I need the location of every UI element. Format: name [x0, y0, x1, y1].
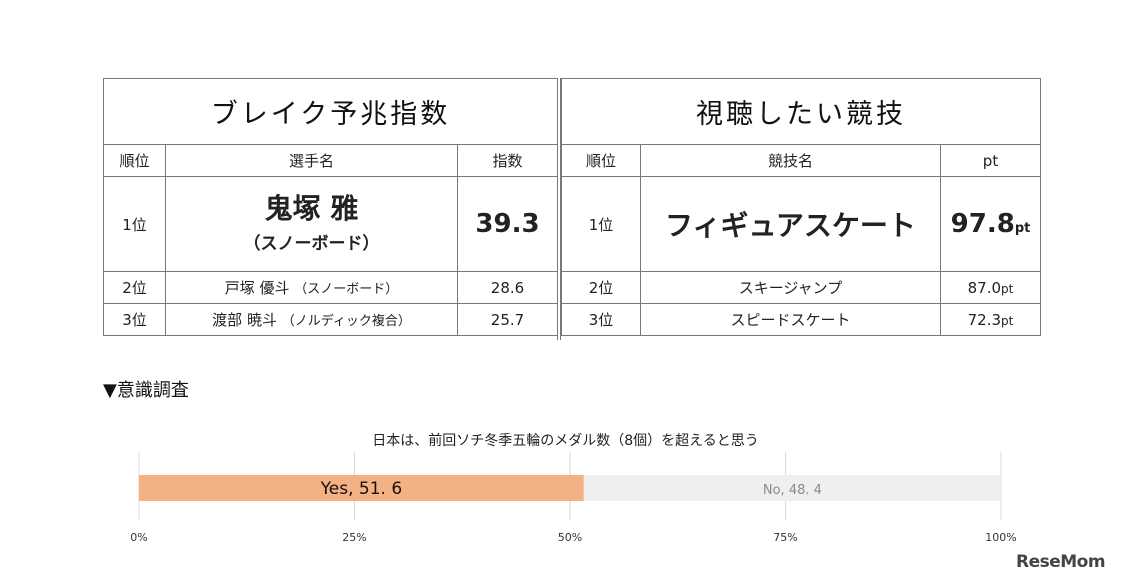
table-row: 1位 鬼塚 雅 （スノーボード） 39.3 — [103, 176, 558, 272]
tick-label: 75% — [773, 531, 797, 544]
header-rank: 順位 — [103, 144, 166, 177]
events-to-watch-title: 視聴したい競技 — [560, 78, 1042, 145]
pt-unit: pt — [1014, 221, 1031, 236]
event-cell: フィギュアスケート — [640, 176, 941, 272]
table-row: 3位 スピードスケート 72.3pt — [561, 303, 1042, 336]
tick-label: 0% — [130, 531, 147, 544]
rank-cell: 1位 — [561, 176, 641, 272]
table-row: 1位 フィギュアスケート 97.8pt — [561, 176, 1042, 272]
data-label-yes: Yes, 51. 6 — [320, 479, 403, 499]
rank-cell: 3位 — [561, 303, 641, 336]
chart-title: 日本は、前回ソチ冬季五輪のメダル数（8個）を超えると思う — [372, 433, 759, 449]
tick-label: 50% — [558, 531, 582, 544]
athlete-cell: 鬼塚 雅 （スノーボード） — [165, 176, 458, 272]
table-divider — [557, 78, 561, 340]
bar-segment-no — [583, 475, 1001, 501]
index-value: 25.7 — [457, 303, 558, 336]
pt-value: 72.3 — [967, 310, 1002, 329]
athlete-name: 戸塚 優斗 — [224, 279, 290, 297]
table-row: 2位 戸塚 優斗 （スノーボード） 28.6 — [103, 271, 558, 304]
logo: ReseMom — [1016, 552, 1106, 572]
rank-cell: 3位 — [103, 303, 166, 336]
index-value: 28.6 — [457, 271, 558, 304]
tick-label: 100% — [985, 531, 1016, 544]
rank-cell: 1位 — [103, 176, 166, 272]
athlete-name: 渡部 暁斗 — [212, 311, 277, 329]
pt-unit: pt — [1001, 313, 1014, 328]
events-to-watch-table: 視聴したい競技 順位 競技名 pt 1位 フィギュアスケート 97.8pt 2位… — [560, 78, 1042, 336]
rank-cell: 2位 — [103, 271, 166, 304]
table-row: 3位 渡部 暁斗 （ノルディック複合） 25.7 — [103, 303, 558, 336]
tick-label: 25% — [342, 531, 366, 544]
bar-segment-yes — [139, 475, 584, 501]
athlete-sport: （スノーボード） — [243, 234, 380, 254]
pt-value-cell: 72.3pt — [939, 303, 1042, 336]
pt-value: 87.0 — [967, 278, 1002, 297]
event-name: スピードスケート — [640, 303, 941, 336]
athlete-name: 鬼塚 雅 — [264, 192, 359, 225]
pt-value-cell: 97.8pt — [939, 176, 1042, 272]
athlete-sport: （ノルディック複合） — [281, 314, 411, 329]
index-value: 39.3 — [475, 209, 540, 239]
pt-unit: pt — [1001, 281, 1014, 296]
athlete-cell: 戸塚 優斗 （スノーボード） — [165, 271, 458, 304]
rank-cell: 2位 — [561, 271, 641, 304]
data-label-no: No, 48. 4 — [763, 483, 822, 498]
pt-value: 97.8 — [950, 209, 1015, 239]
event-name: フィギュアスケート — [665, 209, 916, 242]
athlete-cell: 渡部 暁斗 （ノルディック複合） — [165, 303, 458, 336]
breakout-index-table: ブレイク予兆指数 順位 選手名 指数 1位 鬼塚 雅 （スノーボード） 39.3… — [103, 78, 558, 336]
section-title: ▼意識調査 — [103, 380, 189, 401]
breakout-index-title: ブレイク予兆指数 — [103, 78, 558, 145]
athlete-sport: （スノーボード） — [294, 282, 399, 297]
